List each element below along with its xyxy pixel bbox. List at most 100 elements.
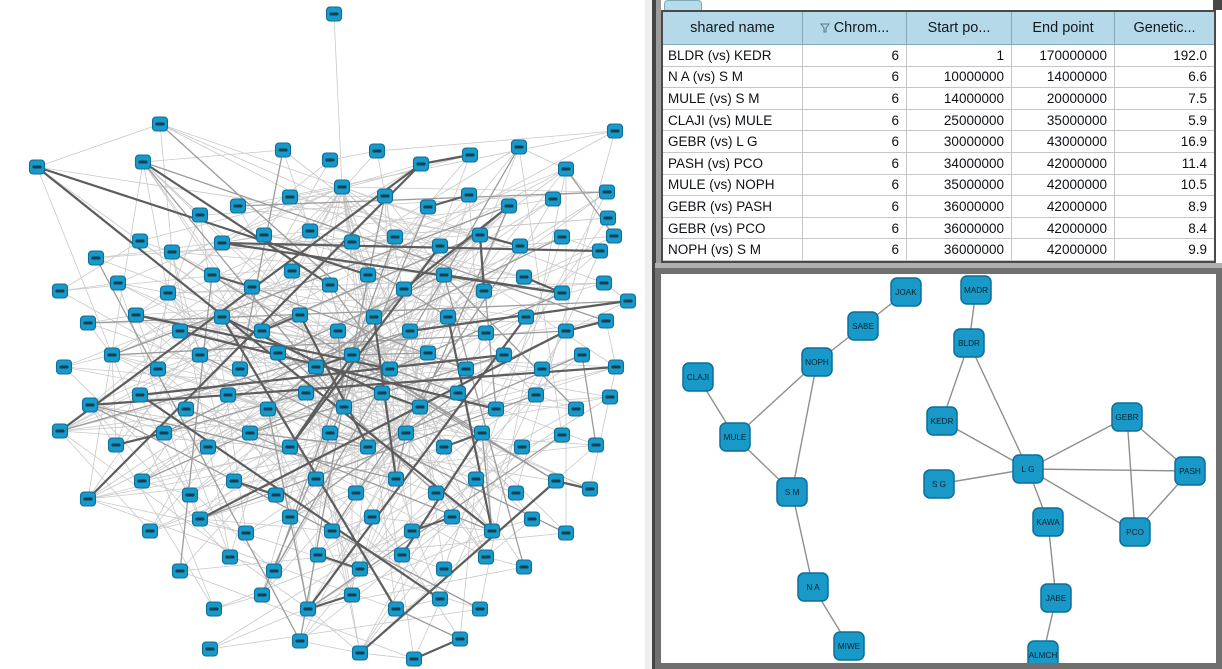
network-node[interactable] — [81, 397, 99, 413]
network-node[interactable] — [443, 509, 461, 525]
network-node[interactable] — [419, 199, 437, 215]
network-node[interactable] — [557, 161, 575, 177]
table-cell-shared-name[interactable]: MULE (vs) S M — [663, 88, 803, 110]
table-row[interactable]: GEBR (vs) PASH 6 36000000 42000000 8.9 — [663, 196, 1214, 218]
table-row[interactable]: MULE (vs) NOPH 6 35000000 42000000 10.5 — [663, 174, 1214, 197]
network-node[interactable] — [507, 485, 525, 501]
column-header-shared-name[interactable]: shared name — [663, 12, 803, 45]
network-node[interactable] — [325, 6, 343, 22]
network-node[interactable] — [351, 645, 369, 661]
table-cell-start-po[interactable]: 14000000 — [907, 88, 1012, 110]
subnetwork-node-n-a[interactable]: N A — [797, 572, 829, 602]
subnetwork-node-madr[interactable]: MADR — [960, 275, 992, 305]
network-node[interactable] — [393, 547, 411, 563]
table-cell-start-po[interactable]: 36000000 — [907, 217, 1012, 240]
table-cell-chrom[interactable]: 6 — [803, 196, 907, 218]
table-cell-shared-name[interactable]: N A (vs) S M — [663, 66, 803, 89]
network-node[interactable] — [619, 293, 637, 309]
network-node[interactable] — [191, 347, 209, 363]
network-node[interactable] — [599, 210, 617, 226]
network-node[interactable] — [395, 281, 413, 297]
network-node[interactable] — [401, 323, 419, 339]
network-node[interactable] — [553, 229, 571, 245]
table-cell-end-point[interactable]: 42000000 — [1012, 217, 1115, 240]
network-node[interactable] — [515, 269, 533, 285]
subnetwork-node-kedr[interactable]: KEDR — [926, 406, 958, 436]
network-node[interactable] — [483, 523, 501, 539]
network-node[interactable] — [451, 631, 469, 647]
network-node[interactable] — [255, 227, 273, 243]
network-node[interactable] — [460, 187, 478, 203]
network-node[interactable] — [213, 309, 231, 325]
table-cell-genetic[interactable]: 9.9 — [1115, 239, 1214, 261]
subnetwork-node-miwe[interactable]: MIWE — [833, 631, 865, 661]
table-cell-start-po[interactable]: 25000000 — [907, 109, 1012, 132]
network-node[interactable] — [515, 559, 533, 575]
table-cell-start-po[interactable]: 1 — [907, 45, 1012, 67]
table-cell-chrom[interactable]: 6 — [803, 131, 907, 153]
subnetwork-node-claji[interactable]: CLAJI — [682, 362, 714, 392]
subnetwork-node-joak[interactable]: JOAK — [890, 277, 922, 307]
subnetwork-node-kawa[interactable]: KAWA — [1032, 507, 1064, 537]
subnetwork-edge-l-g-pco[interactable] — [1027, 468, 1136, 533]
network-node[interactable] — [471, 601, 489, 617]
network-node[interactable] — [461, 147, 479, 163]
table-cell-shared-name[interactable]: GEBR (vs) L G — [663, 131, 803, 153]
table-row[interactable]: BLDR (vs) KEDR 6 1 170000000 192.0 — [663, 45, 1214, 67]
network-node[interactable] — [567, 401, 585, 417]
network-node[interactable] — [473, 425, 491, 441]
network-node[interactable] — [309, 547, 327, 563]
subnetwork-canvas[interactable]: JOAK MADR SABE BLDR NOPH CLAJI MULE KEDR GEBR L G… — [661, 274, 1216, 663]
table-row[interactable]: GEBR (vs) L G 6 30000000 43000000 16.9 — [663, 131, 1214, 153]
network-node[interactable] — [259, 401, 277, 417]
network-node[interactable] — [291, 633, 309, 649]
network-node[interactable] — [381, 361, 399, 377]
network-node[interactable] — [283, 263, 301, 279]
network-node[interactable] — [177, 401, 195, 417]
network-node[interactable] — [307, 471, 325, 487]
network-node[interactable] — [213, 235, 231, 251]
network-node[interactable] — [269, 345, 287, 361]
table-cell-chrom[interactable]: 6 — [803, 66, 907, 89]
network-node[interactable] — [419, 345, 437, 361]
table-cell-chrom[interactable]: 6 — [803, 45, 907, 67]
network-node[interactable] — [171, 323, 189, 339]
subnetwork-node-bldr[interactable]: BLDR — [953, 328, 985, 358]
network-node[interactable] — [431, 591, 449, 607]
subnetwork-node-mule[interactable]: MULE — [719, 422, 751, 452]
subnetwork-node-gebr[interactable]: GEBR — [1111, 402, 1143, 432]
table-cell-chrom[interactable]: 6 — [803, 152, 907, 175]
column-header-start-po[interactable]: Start po... — [907, 12, 1012, 45]
network-node[interactable] — [321, 277, 339, 293]
network-node[interactable] — [487, 401, 505, 417]
network-node[interactable] — [595, 275, 613, 291]
network-node[interactable] — [79, 491, 97, 507]
network-node[interactable] — [297, 385, 315, 401]
subnetwork-node-s-g[interactable]: S G — [923, 469, 955, 499]
column-header-end-point[interactable]: End point — [1012, 12, 1115, 45]
network-node[interactable] — [601, 389, 619, 405]
table-cell-start-po[interactable]: 36000000 — [907, 239, 1012, 261]
table-row[interactable]: CLAJI (vs) MULE 6 25000000 35000000 5.9 — [663, 109, 1214, 132]
column-header-chrom[interactable]: Chrom... — [803, 12, 907, 45]
network-node[interactable] — [191, 511, 209, 527]
network-node[interactable] — [55, 359, 73, 375]
network-node[interactable] — [343, 347, 361, 363]
subnetwork-edge-noph-s-m[interactable] — [791, 361, 818, 493]
table-row[interactable]: MULE (vs) S M 6 14000000 20000000 7.5 — [663, 88, 1214, 110]
network-node[interactable] — [267, 487, 285, 503]
table-row[interactable]: N A (vs) S M 6 10000000 14000000 6.6 — [663, 66, 1214, 89]
table-cell-genetic[interactable]: 192.0 — [1115, 45, 1214, 67]
network-node[interactable] — [553, 427, 571, 443]
network-node[interactable] — [557, 323, 575, 339]
main-network-panel[interactable] — [0, 0, 652, 669]
network-node[interactable] — [376, 188, 394, 204]
table-cell-start-po[interactable]: 30000000 — [907, 131, 1012, 153]
table-cell-end-point[interactable]: 20000000 — [1012, 88, 1115, 110]
network-node[interactable] — [201, 641, 219, 657]
network-node[interactable] — [605, 228, 623, 244]
network-node[interactable] — [403, 523, 421, 539]
subnetwork-node-noph[interactable]: NOPH — [801, 347, 833, 377]
network-node[interactable] — [439, 309, 457, 325]
filter-funnel-icon[interactable] — [819, 23, 830, 33]
